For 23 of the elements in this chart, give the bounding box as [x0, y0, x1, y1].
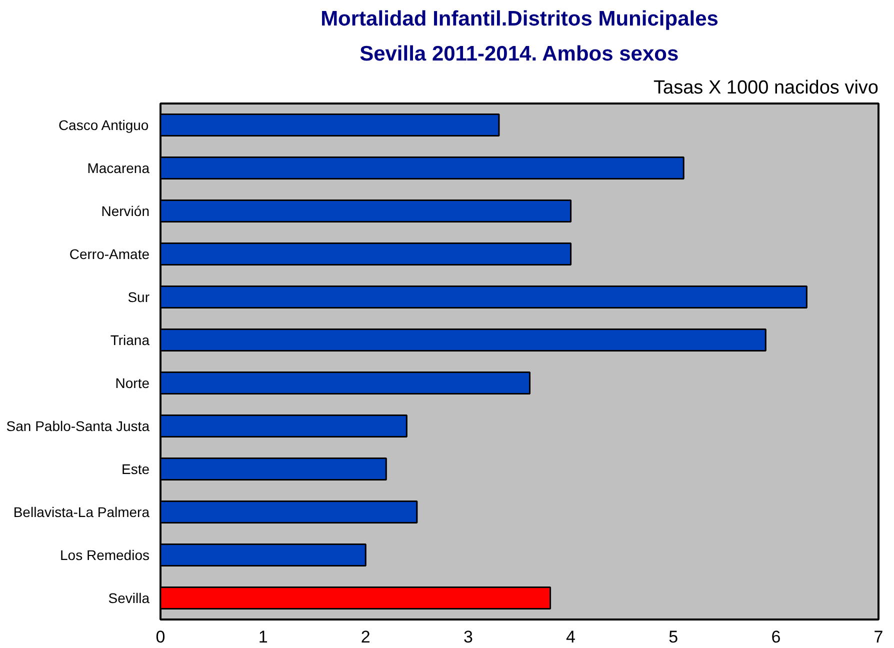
y-tick-label: Este	[121, 461, 150, 477]
x-tick-label: 6	[771, 628, 781, 646]
y-tick-label: Casco Antiguo	[58, 117, 149, 133]
x-tick-label: 4	[566, 628, 576, 646]
y-tick-label: Sur	[128, 289, 150, 305]
y-tick-label: Cerro-Amate	[69, 246, 150, 262]
y-tick-label: San Pablo-Santa Justa	[6, 418, 150, 434]
y-tick-label: Sevilla	[108, 590, 150, 606]
x-tick-label: 7	[874, 628, 884, 646]
x-tick-label: 5	[668, 628, 678, 646]
text: Tasas X 1000 nacidos vivo	[654, 78, 878, 98]
x-tick-label: 1	[258, 628, 268, 646]
chart-title: Mortalidad Infantil.Distritos Municipales	[320, 8, 718, 30]
x-tick-label: 3	[463, 628, 473, 646]
y-tick-label: Macarena	[87, 160, 150, 176]
y-tick-label: Norte	[115, 375, 150, 391]
y-tick-label: Triana	[110, 332, 150, 348]
y-tick-label: Los Remedios	[60, 547, 150, 563]
chart-subtitle: Sevilla 2011-2014. Ambos sexos	[360, 42, 679, 66]
y-tick-label: Nervión	[101, 203, 150, 219]
x-tick-label: 2	[360, 628, 370, 646]
x-tick-label: 0	[156, 628, 166, 646]
y-tick-label: Bellavista-La Palmera	[13, 504, 150, 520]
